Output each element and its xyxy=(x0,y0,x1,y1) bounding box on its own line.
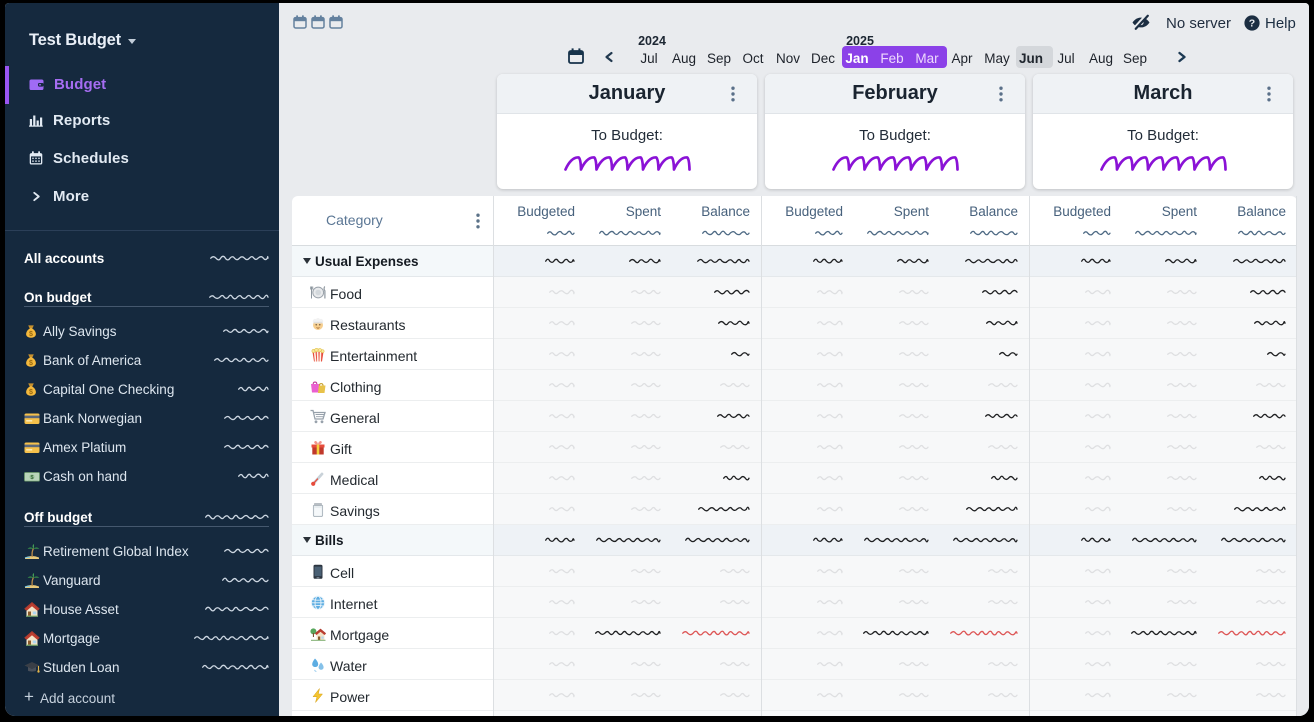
svg-text:$: $ xyxy=(29,388,33,395)
svg-text:$: $ xyxy=(30,474,33,480)
svg-text:$: $ xyxy=(29,330,33,337)
svg-text:?: ? xyxy=(1249,18,1255,30)
svg-text:$: $ xyxy=(29,359,33,366)
